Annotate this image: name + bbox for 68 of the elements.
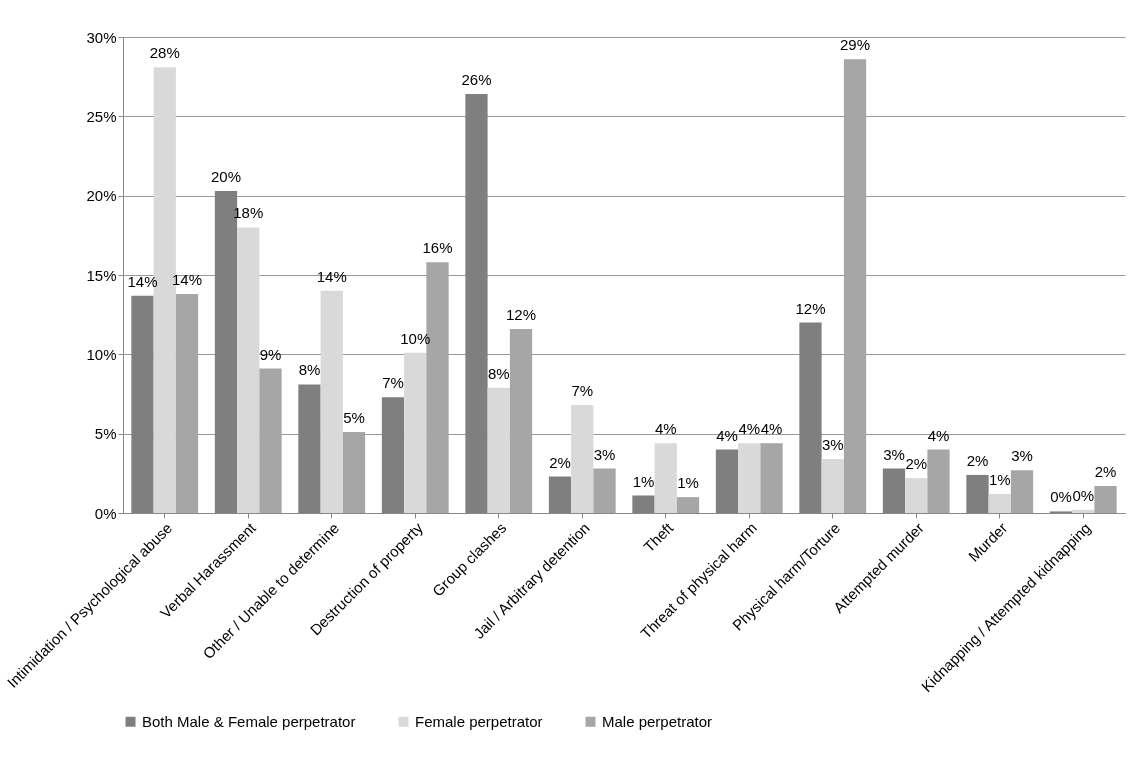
bar: [320, 290, 343, 513]
data-label: 0%: [1050, 488, 1072, 506]
data-label: 3%: [593, 445, 616, 463]
data-label: 8%: [298, 361, 321, 379]
data-label: 1%: [632, 472, 655, 490]
data-label: 2%: [1094, 463, 1117, 481]
bar: [988, 493, 1011, 513]
bar: [738, 443, 761, 513]
legend-label: Male perpetrator: [602, 712, 713, 730]
bar: [593, 468, 616, 513]
bar: [927, 449, 950, 513]
bar: [843, 59, 867, 513]
data-label: 18%: [233, 204, 264, 222]
data-label: 14%: [316, 267, 347, 285]
data-label: 4%: [654, 420, 677, 438]
data-label: 4%: [760, 420, 783, 438]
bar: [509, 328, 533, 513]
data-label: 29%: [840, 36, 871, 54]
data-label: 2%: [549, 453, 571, 471]
legend-label: Both Male & Female perpetrator: [142, 712, 356, 730]
bar: [237, 227, 260, 513]
bar: [404, 352, 427, 513]
data-label: 28%: [149, 44, 180, 62]
data-label: 4%: [927, 426, 950, 444]
data-label: 7%: [571, 382, 594, 400]
data-label: 9%: [259, 345, 282, 363]
bar: [760, 443, 783, 513]
data-label: 3%: [821, 436, 844, 454]
data-label: 14%: [127, 272, 158, 290]
data-label: 2%: [905, 455, 928, 473]
bar: [1072, 509, 1095, 513]
data-label: 3%: [1011, 447, 1033, 465]
data-label: 26%: [461, 71, 492, 89]
data-label: 20%: [210, 167, 241, 185]
bar: [571, 405, 594, 513]
legend-label: Female perpetrator: [415, 712, 543, 730]
data-label: 10%: [400, 329, 431, 347]
bar: [175, 294, 199, 513]
bar: [654, 443, 677, 513]
data-label: 16%: [422, 239, 453, 257]
y-tick-label: 20%: [86, 187, 117, 205]
y-tick-label: 25%: [86, 107, 117, 125]
y-tick-label: 15%: [86, 266, 117, 284]
bar: [676, 497, 700, 513]
y-tick-label: 0%: [94, 504, 117, 522]
data-label: 1%: [988, 470, 1011, 488]
data-label: 4%: [738, 420, 761, 438]
data-label: 12%: [506, 305, 537, 323]
y-tick-label: 5%: [94, 425, 117, 443]
data-label: 14%: [172, 271, 203, 289]
bar: [487, 387, 510, 513]
y-tick-label: 10%: [86, 345, 117, 363]
bar: [1094, 486, 1117, 513]
data-label: 5%: [343, 409, 365, 427]
bar: [342, 432, 366, 513]
data-label: 2%: [966, 451, 989, 469]
bar: [821, 459, 844, 513]
data-label: 1%: [677, 474, 699, 492]
data-label: 0%: [1072, 486, 1095, 504]
bar: [259, 368, 282, 513]
data-label: 12%: [795, 299, 826, 317]
y-tick-label: 30%: [86, 28, 117, 46]
bar: [905, 478, 928, 513]
data-label: 4%: [716, 426, 738, 444]
data-label: 3%: [883, 445, 905, 463]
data-label: 7%: [382, 374, 404, 392]
bar: [1010, 470, 1034, 513]
data-label: 8%: [487, 364, 510, 382]
